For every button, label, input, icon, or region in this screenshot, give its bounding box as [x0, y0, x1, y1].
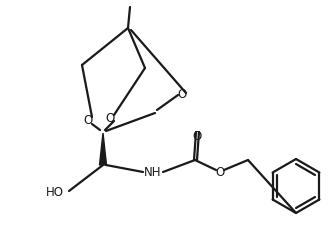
Text: O: O — [105, 112, 115, 124]
Polygon shape — [100, 133, 107, 165]
Text: O: O — [215, 165, 225, 179]
Text: O: O — [177, 89, 187, 101]
Text: O: O — [84, 114, 93, 126]
Text: O: O — [192, 130, 202, 144]
Text: NH: NH — [144, 165, 162, 179]
Text: HO: HO — [46, 186, 64, 199]
